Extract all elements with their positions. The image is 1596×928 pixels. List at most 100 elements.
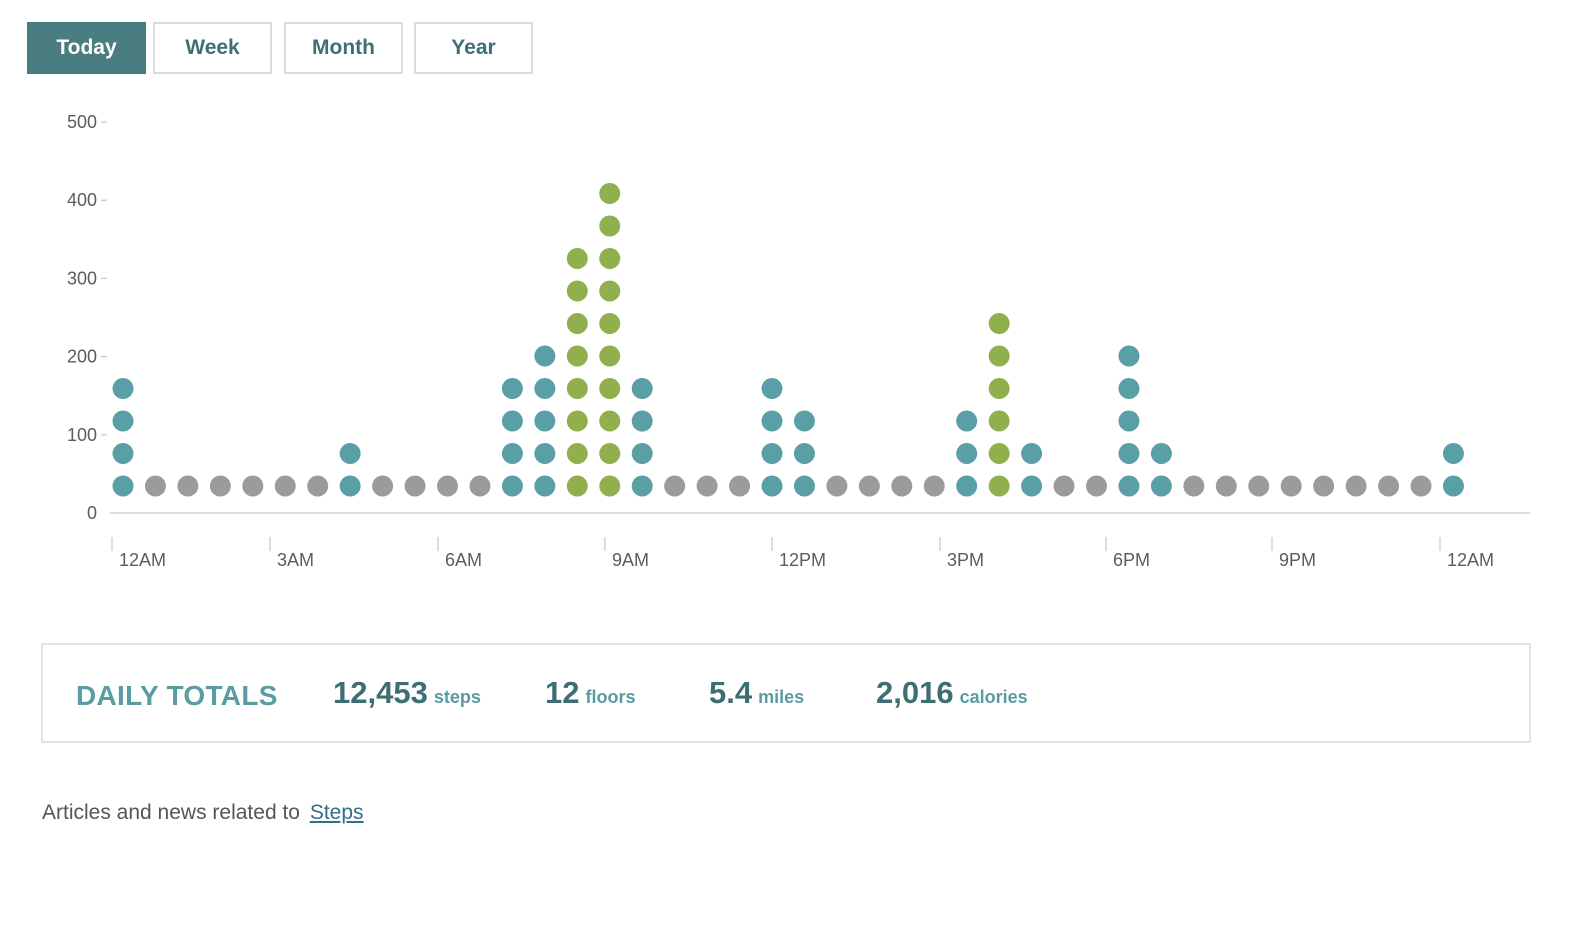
- activity-dot: [599, 378, 621, 399]
- activity-dot: [339, 443, 361, 464]
- x-tick-label: 12AM: [1447, 550, 1494, 570]
- activity-dot: [1442, 475, 1464, 497]
- activity-dot: [1378, 475, 1400, 497]
- steps-total: 12,453 steps: [333, 675, 481, 711]
- activity-dot: [534, 345, 556, 367]
- related-articles: Articles and news related to Steps: [42, 801, 364, 825]
- activity-dot: [988, 443, 1010, 464]
- activity-dot: [534, 410, 556, 432]
- activity-dot: [761, 475, 783, 497]
- activity-dot: [566, 345, 588, 367]
- floors-value: 12: [545, 675, 580, 710]
- activity-dot: [1280, 475, 1302, 497]
- activity-dot: [469, 475, 491, 497]
- activity-dot: [242, 475, 264, 497]
- x-tick-label: 9PM: [1279, 550, 1316, 570]
- activity-dot: [599, 183, 621, 204]
- activity-dot: [761, 410, 783, 432]
- activity-dot: [1150, 443, 1172, 464]
- activity-dot: [631, 475, 653, 497]
- tab-year[interactable]: Year: [414, 22, 533, 74]
- activity-dot: [1086, 475, 1107, 497]
- tab-week[interactable]: Week: [153, 22, 272, 74]
- activity-dot: [501, 410, 523, 432]
- tab-today[interactable]: Today: [27, 22, 146, 74]
- steps-dot-chart: 0 100 200 300 400 500 12AM 3AM 6AM 9AM 12PM 3PM 6PM 9…: [67, 112, 1530, 570]
- y-tick-label: 500: [67, 112, 97, 132]
- y-tick-label: 300: [67, 268, 97, 288]
- floors-unit: floors: [585, 687, 636, 707]
- activity-dot: [923, 475, 945, 497]
- activity-dot: [566, 248, 588, 269]
- tab-month[interactable]: Month: [284, 22, 403, 74]
- activity-dot: [599, 443, 621, 464]
- activity-dot: [372, 475, 394, 497]
- activity-dot: [1021, 443, 1043, 464]
- activity-dot: [1150, 475, 1172, 497]
- activity-dot: [858, 475, 880, 497]
- activity-dot: [599, 410, 621, 432]
- activity-dot: [1118, 443, 1140, 464]
- y-tick-label: 400: [67, 190, 97, 210]
- activity-dot: [437, 475, 458, 497]
- activity-dot: [793, 410, 815, 432]
- activity-dot: [144, 475, 166, 497]
- miles-total: 5.4 miles: [709, 675, 804, 711]
- x-tick-label: 12PM: [779, 550, 826, 570]
- activity-dot: [599, 475, 621, 497]
- activity-dot: [988, 378, 1010, 399]
- activity-dot: [566, 475, 588, 497]
- activity-dot: [599, 248, 621, 269]
- activity-dot: [599, 280, 621, 302]
- calories-unit: calories: [959, 687, 1028, 707]
- calories-total: 2,016 calories: [876, 675, 1028, 711]
- activity-dot: [1118, 378, 1140, 399]
- y-tick-label: 100: [67, 425, 97, 445]
- activity-dot: [534, 443, 556, 464]
- activity-dot: [826, 475, 848, 497]
- activity-dot: [566, 313, 588, 334]
- activity-dot: [1183, 475, 1205, 497]
- activity-dot: [988, 345, 1010, 367]
- x-tick-label: 3PM: [947, 550, 984, 570]
- activity-dot: [729, 475, 751, 497]
- y-tick-label: 0: [87, 503, 97, 523]
- activity-dot: [1118, 410, 1140, 432]
- daily-totals-panel: DAILY TOTALS 12,453 steps 12 floors 5.4 mil…: [41, 643, 1531, 743]
- activity-dot: [696, 475, 718, 497]
- activity-dot: [1410, 475, 1432, 497]
- daily-totals-title: DAILY TOTALS: [76, 680, 278, 711]
- activity-dot: [631, 378, 653, 399]
- activity-dot: [956, 475, 978, 497]
- activity-dot: [988, 410, 1010, 432]
- activity-dot: [664, 475, 686, 497]
- floors-total: 12 floors: [545, 675, 636, 711]
- activity-dot: [566, 443, 588, 464]
- activity-dot: [631, 443, 653, 464]
- activity-dot: [1118, 475, 1140, 497]
- x-tick-label: 3AM: [277, 550, 314, 570]
- activity-dot: [501, 475, 523, 497]
- activity-dot: [566, 378, 588, 399]
- activity-dot: [1248, 475, 1270, 497]
- activity-dot: [793, 475, 815, 497]
- x-tick-label: 6AM: [445, 550, 482, 570]
- miles-value: 5.4: [709, 675, 753, 710]
- activity-dot: [631, 410, 653, 432]
- calories-value: 2,016: [876, 675, 954, 710]
- activity-dot: [112, 410, 134, 432]
- activity-dot: [891, 475, 913, 497]
- activity-dot: [761, 443, 783, 464]
- activity-dot: [599, 345, 621, 367]
- activity-dot: [761, 378, 783, 399]
- activity-dot: [1118, 345, 1140, 367]
- steps-link[interactable]: Steps: [309, 801, 364, 824]
- activity-dot: [177, 475, 199, 497]
- related-text: Articles and news related to: [42, 801, 300, 824]
- activity-dot: [209, 475, 231, 497]
- activity-dot: [339, 475, 361, 497]
- activity-dot: [566, 410, 588, 432]
- activity-dot: [956, 410, 978, 432]
- activity-dot: [534, 475, 556, 497]
- activity-dot: [112, 475, 134, 497]
